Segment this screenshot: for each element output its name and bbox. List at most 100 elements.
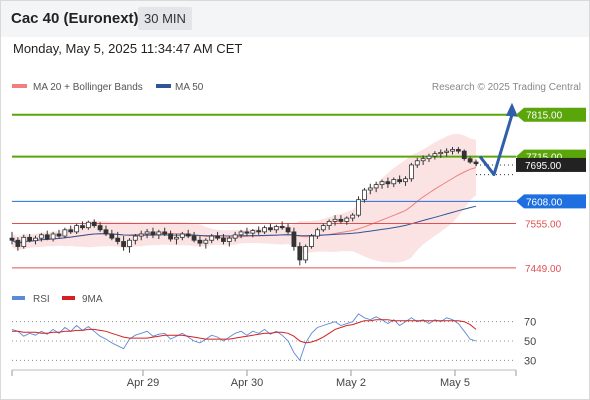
candle-body [320,225,326,231]
candle [326,219,332,230]
candle [127,238,132,253]
candle [203,238,209,249]
candle [473,159,479,167]
candle [74,223,80,234]
candle [373,181,379,193]
candle [262,225,267,234]
candle [121,236,126,251]
candle [132,233,138,245]
last-price-label: 7695.00 [525,161,562,172]
candle [291,227,297,251]
bollinger-band-area [12,133,476,263]
candle-body [191,235,197,241]
candle-body [461,150,467,160]
rsi-legend-swatch [12,296,25,300]
ma20-legend-label: MA 20 + Bollinger Bands [33,82,143,93]
candle-body [408,164,414,180]
candle [432,151,438,160]
candle [9,231,15,245]
ma9-legend-swatch [62,296,75,300]
candle-body [174,236,179,240]
candle [33,235,38,245]
projection-arrowhead [506,102,518,117]
candle [238,229,244,239]
candle [408,162,414,182]
candle-body [332,218,338,222]
ma20-legend-swatch [12,84,27,88]
candle [397,175,403,184]
candle-body [250,230,256,234]
rsi-level-label-50: 50 [524,336,536,348]
candle-body [38,234,44,239]
candle-body [85,221,91,229]
candle [385,177,391,188]
candle-body [50,233,56,240]
candle [273,224,279,234]
candle-body [432,153,438,157]
support-label-5: 7449.00 [525,264,562,275]
candle-body [144,231,150,235]
candle [420,155,426,165]
x-tick-label: Apr 29 [127,377,159,389]
candle-body [315,229,320,237]
candle-body [232,234,238,239]
candle [191,231,197,243]
candle-body [44,234,50,240]
candle-body [367,187,373,191]
rsi-legend-label: RSI [33,294,50,305]
candle [379,179,385,189]
candle [320,223,326,232]
candle [38,233,44,242]
candle-body [9,237,15,241]
candle-body [226,237,232,242]
candle-body [74,225,80,233]
candle-body [185,233,191,237]
candle-body [338,218,344,222]
price-levels [12,113,516,269]
candle-body [21,236,27,247]
candle-body [97,225,103,231]
candle-body [362,189,367,201]
candle [279,221,285,230]
candle [209,233,215,244]
candle [50,231,56,242]
candle [56,229,62,239]
candle [403,176,408,186]
candle-body [373,184,379,189]
candle [197,236,203,247]
candle-body [150,231,156,236]
support-label-4: 7555.00 [525,220,562,231]
candle-body [344,217,350,222]
candle [332,215,338,226]
candle [268,223,273,232]
candle [250,228,256,238]
candle-body [168,233,173,240]
candle-body [268,227,273,231]
candle [350,213,356,222]
candle-body [221,237,226,242]
candle [344,216,350,225]
candle-body [27,236,33,242]
candle-body [56,233,62,237]
candle-body [115,237,121,242]
candle-body [303,246,309,261]
x-tick-label: Apr 30 [231,377,263,389]
candle-body [350,214,356,219]
candle-body [426,155,432,160]
candle [467,156,473,164]
candle [85,220,91,230]
candle [27,233,33,243]
x-tick-label: May 2 [336,377,366,389]
rsi-panel: 70 50 30 [11,313,536,367]
level-labels: 7815.007715.007695.007608.007555.007449.… [516,107,586,275]
candle [185,229,191,239]
candles [9,146,479,266]
candle-body [162,231,168,235]
candle-body [455,149,461,152]
candle [80,221,85,230]
ma50-line [11,205,477,244]
instrument-title: Cac 40 (Euronext) [11,10,139,27]
timeframe-button[interactable]: 30 MIN [138,7,192,30]
candle-body [244,231,250,234]
